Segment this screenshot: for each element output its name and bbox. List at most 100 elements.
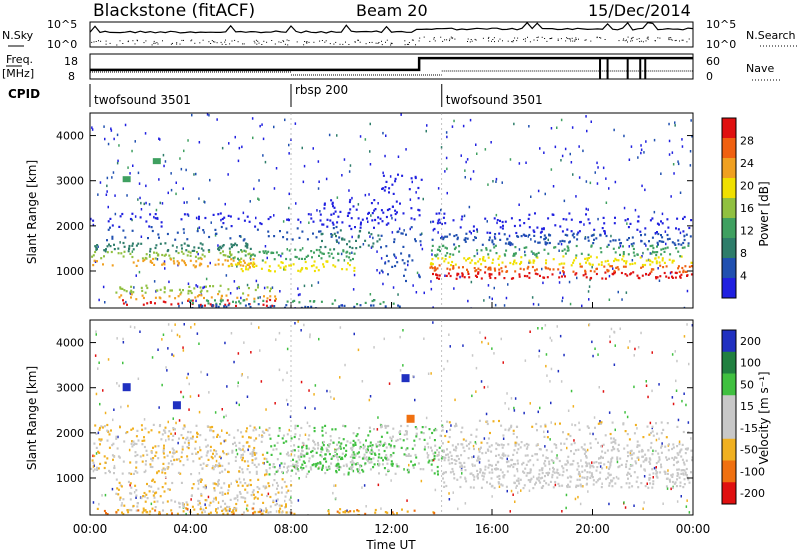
echo-cell: [177, 263, 180, 266]
echo-cell: [103, 509, 106, 513]
echo-cell: [322, 263, 325, 266]
scatter-cell: [506, 392, 508, 395]
noise-left-tick-low: 10^0: [47, 38, 77, 51]
echo-cell: [443, 459, 446, 462]
scatter-cell: [340, 252, 343, 256]
echo-cell: [618, 238, 621, 241]
echo-cell: [585, 483, 588, 486]
echo-cell: [562, 467, 565, 470]
echo-cell: [668, 443, 670, 446]
echo-cell: [206, 451, 209, 454]
echo-cell: [625, 482, 628, 485]
echo-cell: [553, 246, 556, 249]
echo-cell: [682, 269, 685, 272]
echo-cell: [237, 484, 240, 487]
scatter-cell: [175, 192, 177, 196]
echo-cell: [313, 300, 316, 303]
echo-cell: [177, 302, 180, 305]
scatter-cell: [90, 217, 92, 221]
scatter-cell: [543, 430, 545, 434]
echo-cell: [615, 259, 618, 262]
noise-search-dot: [471, 40, 473, 42]
noise-search-dot: [105, 40, 107, 42]
echo-cell: [671, 276, 674, 279]
echo-cell: [236, 480, 238, 484]
echo-cell: [659, 264, 662, 267]
echo-cell: [229, 237, 232, 240]
echo-cell: [589, 277, 592, 280]
echo-cell: [588, 462, 591, 465]
echo-cell: [227, 288, 230, 291]
echo-cell: [313, 251, 315, 254]
echo-cell: [220, 486, 223, 489]
echo-cell: [520, 260, 523, 264]
echo-cell: [113, 248, 116, 251]
scatter-cell: [405, 148, 407, 151]
scatter-cell: [242, 211, 245, 215]
echo-cell: [135, 460, 138, 464]
echo-cell: [130, 291, 133, 294]
scatter-cell: [145, 184, 147, 188]
scatter-cell: [163, 164, 165, 168]
echo-cell: [365, 439, 367, 442]
noise-search-dot: [225, 44, 227, 45]
echo-cell: [253, 254, 256, 257]
echo-cell: [247, 287, 250, 290]
echo-cell: [385, 223, 388, 226]
echo-cell: [410, 226, 413, 229]
echo-cell: [299, 270, 302, 273]
echo-cell: [586, 471, 589, 474]
scatter-cell: [658, 437, 660, 441]
echo-cell: [585, 213, 587, 216]
echo-cell: [231, 451, 234, 454]
echo-cell: [543, 479, 546, 482]
echo-cell: [187, 244, 190, 247]
echo-cell: [633, 432, 636, 435]
echo-cell: [531, 265, 534, 269]
echo-cell: [573, 442, 576, 445]
scatter-cell: [532, 475, 535, 479]
echo-cell: [566, 476, 569, 479]
echo-cell: [469, 486, 472, 489]
echo-cell: [94, 424, 97, 427]
scatter-cell: [683, 392, 685, 395]
echo-cell: [381, 220, 384, 223]
echo-cell: [616, 458, 619, 461]
echo-cell: [455, 422, 457, 425]
scatter-cell: [609, 335, 611, 338]
echo-cell: [507, 454, 510, 457]
scatter-cell: [221, 146, 224, 150]
echo-cell: [456, 478, 459, 481]
echo-cell: [521, 463, 524, 466]
echo-cell: [334, 210, 337, 213]
scatter-cell: [590, 120, 592, 123]
scatter-cell: [288, 192, 290, 196]
echo-cell: [156, 254, 159, 257]
echo-cell: [352, 439, 355, 442]
echo-cell: [545, 472, 548, 475]
echo-cell: [301, 257, 303, 260]
scatter-cell: [302, 180, 305, 184]
echo-cell: [611, 421, 614, 424]
freq-unit-label: [MHz]: [2, 67, 34, 80]
echo-cell: [177, 471, 180, 474]
echo-cell: [458, 457, 460, 461]
echo-cell: [591, 263, 594, 266]
scatter-cell: [539, 147, 541, 150]
echo-cell: [522, 461, 525, 464]
scatter-cell: [591, 461, 593, 464]
scatter-cell: [579, 474, 581, 478]
echo-cell: [121, 472, 124, 475]
scatter-cell: [661, 442, 663, 445]
echo-cell: [411, 259, 414, 262]
scatter-cell: [658, 279, 661, 282]
echo-cell: [163, 456, 166, 459]
colorbar-segment: [722, 158, 736, 179]
noise-search-dot: [287, 44, 289, 46]
echo-cell: [552, 470, 555, 473]
echo-cell: [676, 474, 679, 477]
noise-panel: N.Sky 10^5 10^0 10^5 10^0 N.Search: [2, 18, 797, 51]
echo-cell: [384, 426, 387, 429]
scatter-cell: [369, 293, 372, 296]
echo-cell: [682, 271, 685, 274]
